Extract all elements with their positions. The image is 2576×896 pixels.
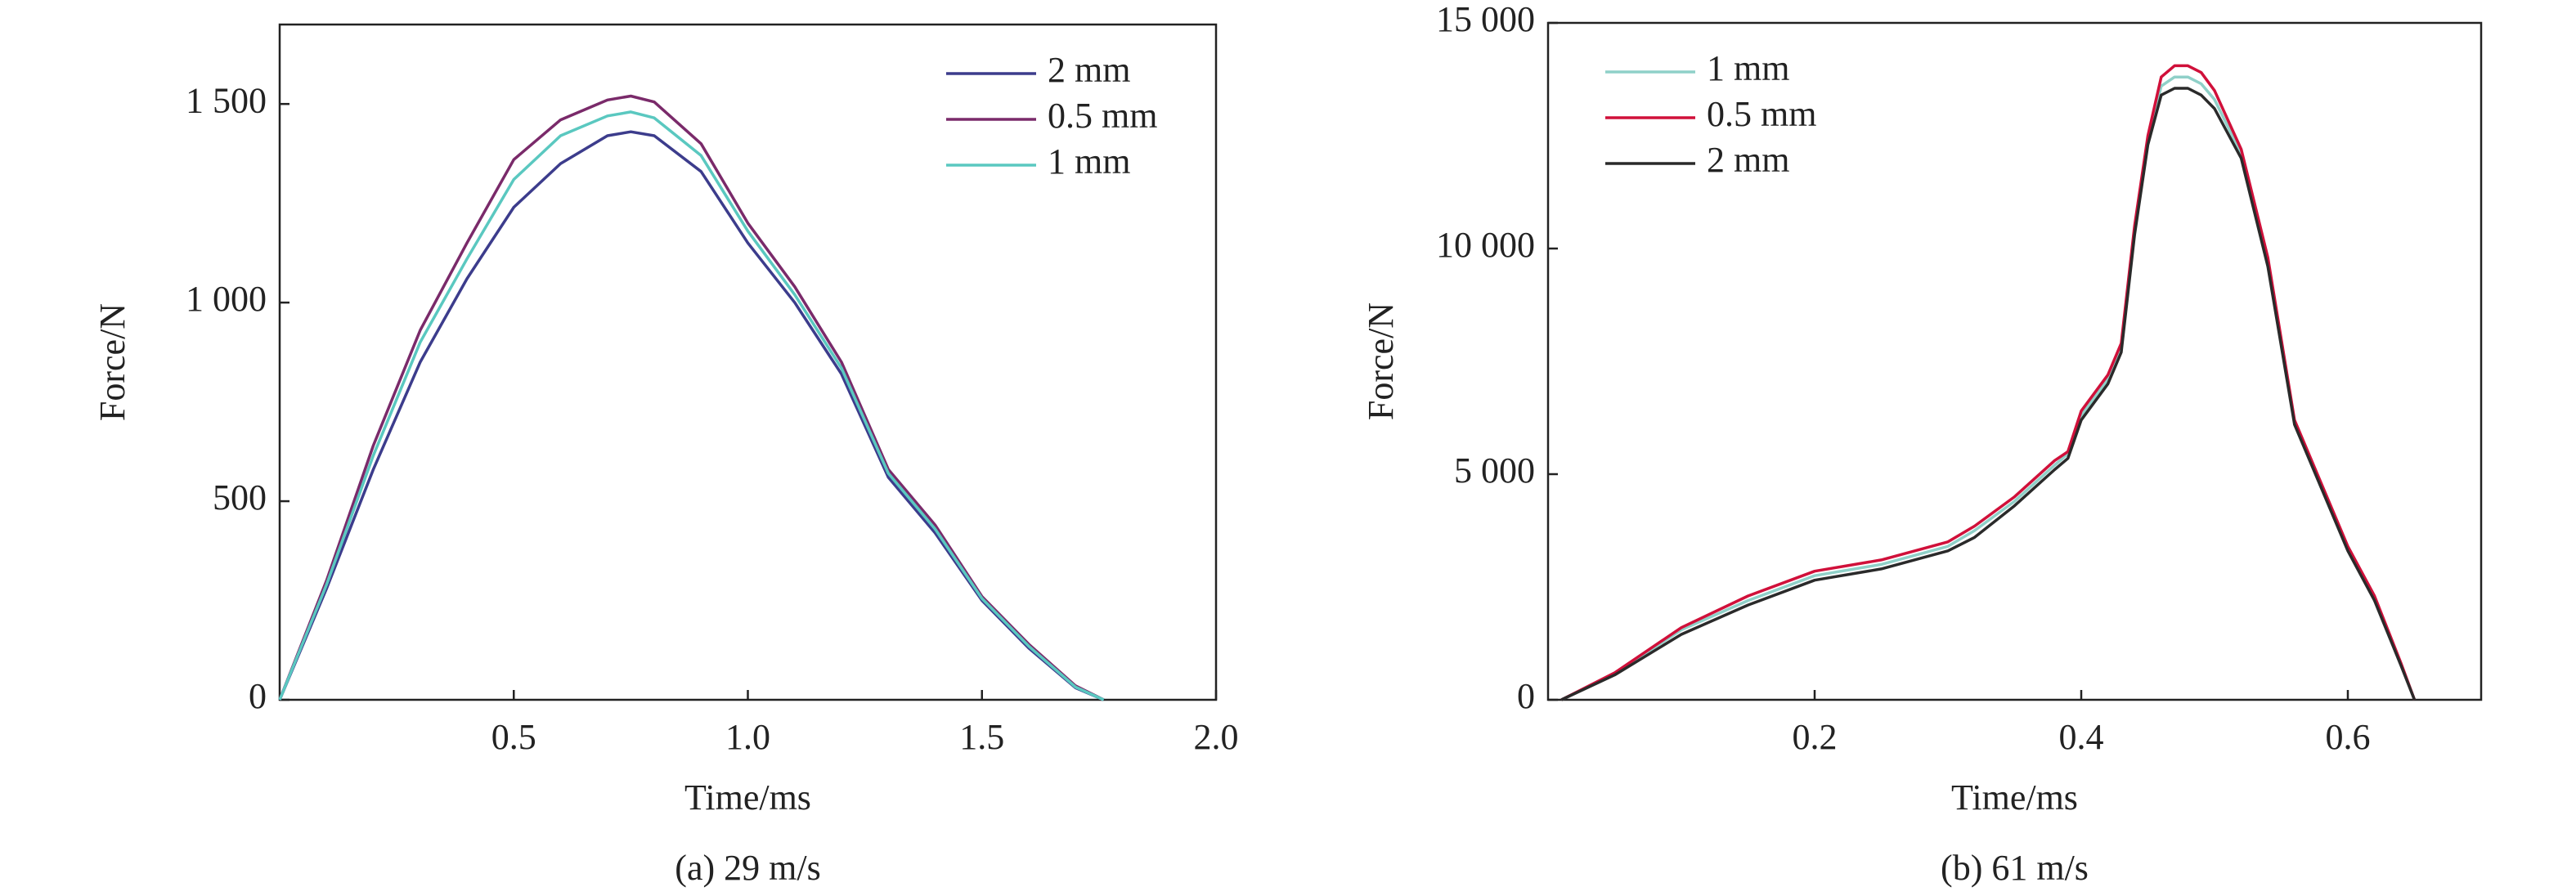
legend-label: 0.5 mm	[1048, 96, 1157, 136]
x-axis-label: Time/ms	[684, 777, 811, 818]
data-line	[1560, 75, 2417, 701]
y-tick-label: 0	[249, 676, 267, 716]
legend-label: 2 mm	[1707, 140, 1789, 180]
y-tick-label: 500	[213, 477, 267, 517]
y-axis-label: Force/N	[92, 303, 132, 421]
x-tick-label: 1.5	[959, 717, 1004, 757]
data-line	[278, 110, 1105, 701]
y-axis-label: Force/N	[1361, 302, 1401, 420]
caption: (b) 61 m/s	[1941, 848, 2089, 888]
x-tick-label: 1.0	[725, 717, 770, 757]
legend-label: 0.5 mm	[1707, 94, 1816, 134]
y-tick-label: 15 000	[1436, 0, 1535, 39]
y-tick-label: 1 000	[186, 279, 267, 319]
legend-label: 2 mm	[1048, 50, 1130, 90]
y-tick-label: 0	[1517, 676, 1535, 716]
x-tick-label: 0.4	[2059, 717, 2104, 757]
plot-frame	[1546, 21, 2483, 701]
legend-label: 1 mm	[1048, 141, 1130, 181]
legend-label: 1 mm	[1707, 48, 1789, 88]
y-tick-label: 1 500	[186, 80, 267, 120]
data-line	[1560, 87, 2417, 701]
x-tick-label: 2.0	[1194, 717, 1239, 757]
x-tick-label: 0.6	[2326, 717, 2371, 757]
x-tick-label: 0.2	[1793, 717, 1838, 757]
x-tick-label: 0.5	[491, 717, 536, 757]
data-line	[278, 130, 1105, 701]
x-axis-label: Time/ms	[1951, 777, 2078, 818]
caption: (a) 29 m/s	[675, 848, 820, 888]
y-tick-label: 5 000	[1454, 450, 1535, 491]
y-tick-label: 10 000	[1436, 225, 1535, 265]
